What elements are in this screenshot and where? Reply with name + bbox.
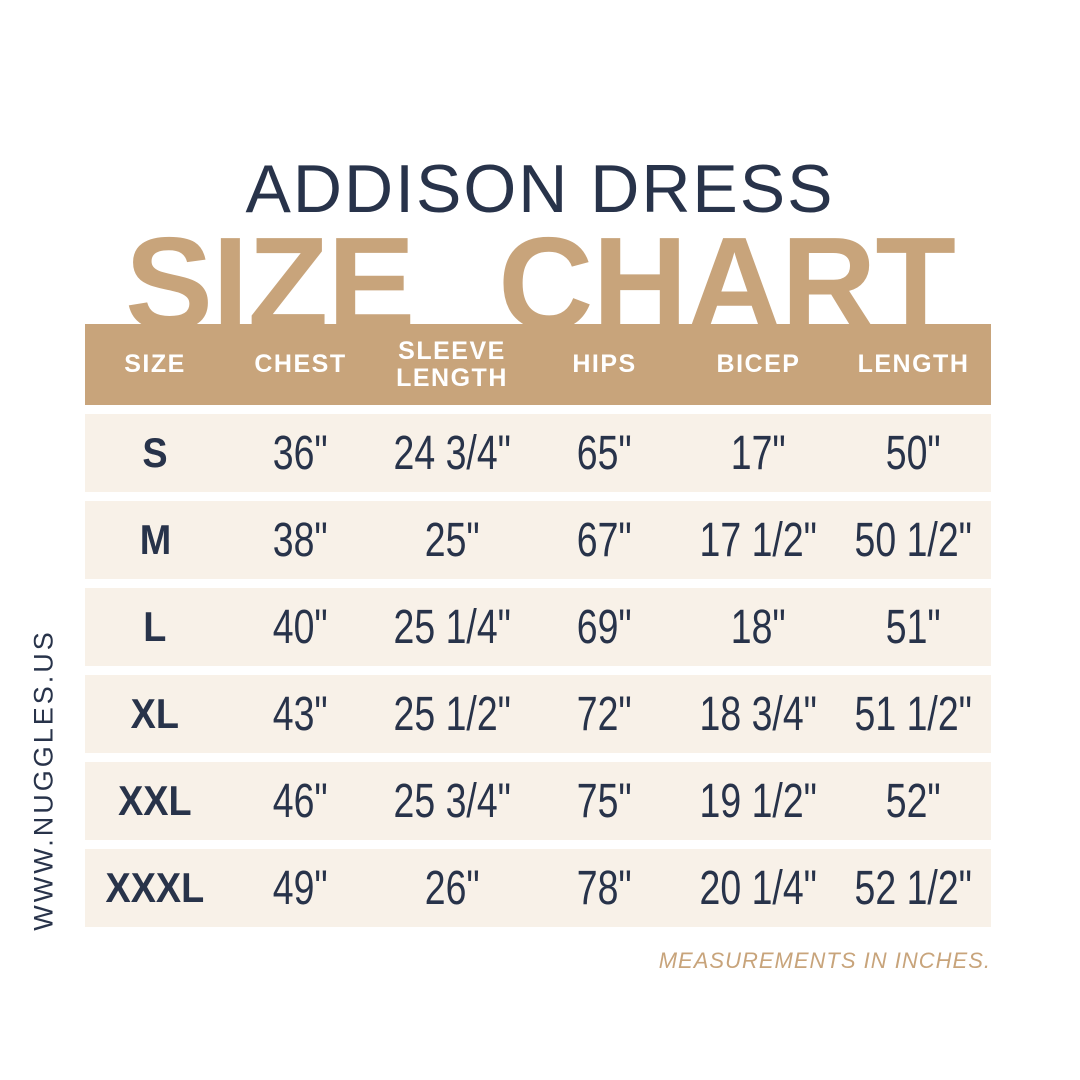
size-cell: L [85,603,225,651]
bicep-value: 19 1/2" [699,774,818,828]
table-header-row: SIZE CHEST SLEEVE LENGTH HIPS BICEP LENG… [85,324,991,405]
size-cell: XL [85,690,225,738]
hips-cell: 69" [528,600,681,655]
bicep-cell: 17 1/2" [681,513,836,568]
chest-cell: 40" [225,600,376,655]
chest-value: 38" [273,513,328,567]
sleeve-length-cell: 25 1/2" [376,687,528,742]
chest-cell: 38" [225,513,376,568]
size-cell: S [85,429,225,477]
size-value: M [139,516,171,563]
table-row-m: M 38" 25" 67" 17 1/2" 50 1/2" [85,501,991,579]
chest-cell: 49" [225,861,376,916]
length-value: 50" [886,426,941,480]
table-row-l: L 40" 25 1/4" 69" 18" 51" [85,588,991,666]
bicep-value: 20 1/4" [699,861,818,915]
bicep-cell: 19 1/2" [681,774,836,829]
sleeve-length-value: 25 3/4" [393,774,511,828]
column-header-hips: HIPS [572,350,637,378]
column-header-bicep: BICEP [716,350,801,378]
size-cell: XXXL [85,864,225,912]
sleeve-length-value: 25" [424,513,480,567]
hips-value: 72" [577,687,632,741]
hips-cell: 78" [528,861,681,916]
size-value: XL [130,690,180,737]
bicep-cell: 18" [681,600,836,655]
hips-cell: 75" [528,774,681,829]
column-header-sleeve-length: SLEEVE LENGTH [396,336,508,392]
length-cell: 50 1/2" [836,513,991,568]
hips-value: 78" [577,861,632,915]
length-value: 51 1/2" [854,687,973,741]
sleeve-length-value: 25 1/4" [393,600,511,654]
bicep-cell: 20 1/4" [681,861,836,916]
table-row-s: S 36" 24 3/4" 65" 17" 50" [85,414,991,492]
length-value: 51" [886,600,941,654]
length-cell: 52 1/2" [836,861,991,916]
table-row-xl: XL 43" 25 1/2" 72" 18 3/4" 51 1/2" [85,675,991,753]
hips-value: 75" [577,774,632,828]
bicep-value: 17" [731,426,786,480]
size-value: XXL [118,777,192,824]
hips-cell: 72" [528,687,681,742]
length-value: 52" [886,774,941,828]
sleeve-length-value: 25 1/2" [393,687,511,741]
bicep-value: 18" [731,600,786,654]
hips-value: 65" [577,426,632,480]
column-header-size: SIZE [124,350,186,378]
sleeve-length-cell: 25 1/4" [376,600,528,655]
hips-value: 69" [577,600,632,654]
column-header-chest: CHEST [254,350,347,378]
bicep-cell: 17" [681,426,836,481]
chest-cell: 36" [225,426,376,481]
size-value: L [143,603,167,650]
length-cell: 52" [836,774,991,829]
chest-cell: 46" [225,774,376,829]
table-row-xxxl: XXXL 49" 26" 78" 20 1/4" 52 1/2" [85,849,991,927]
sleeve-length-cell: 24 3/4" [376,426,528,481]
sleeve-length-cell: 25 3/4" [376,774,528,829]
measurements-note: MEASUREMENTS IN INCHES. [658,948,991,973]
chest-cell: 43" [225,687,376,742]
chest-value: 43" [273,687,328,741]
size-value: XXXL [105,864,205,911]
chest-value: 46" [273,774,328,828]
table-row-xxl: XXL 46" 25 3/4" 75" 19 1/2" 52" [85,762,991,840]
chest-value: 40" [273,600,328,654]
column-header-length: LENGTH [857,350,970,378]
hips-cell: 65" [528,426,681,481]
chest-value: 49" [273,861,328,915]
length-value: 52 1/2" [854,861,973,915]
sleeve-length-cell: 25" [376,513,528,568]
size-table: SIZE CHEST SLEEVE LENGTH HIPS BICEP LENG… [85,324,991,936]
size-value: S [142,429,168,476]
sleeve-length-value: 26" [424,861,480,915]
bicep-value: 18 3/4" [699,687,818,741]
length-cell: 50" [836,426,991,481]
sleeve-length-value: 24 3/4" [393,426,511,480]
sleeve-length-cell: 26" [376,861,528,916]
size-cell: M [85,516,225,564]
bicep-value: 17 1/2" [699,513,818,567]
hips-cell: 67" [528,513,681,568]
length-cell: 51 1/2" [836,687,991,742]
website-url: WWW.NUGGLES.US [28,629,59,931]
product-title: ADDISON DRESS [245,151,835,227]
hips-value: 67" [577,513,632,567]
length-value: 50 1/2" [854,513,973,567]
chest-value: 36" [273,426,328,480]
size-cell: XXL [85,777,225,825]
length-cell: 51" [836,600,991,655]
bicep-cell: 18 3/4" [681,687,836,742]
